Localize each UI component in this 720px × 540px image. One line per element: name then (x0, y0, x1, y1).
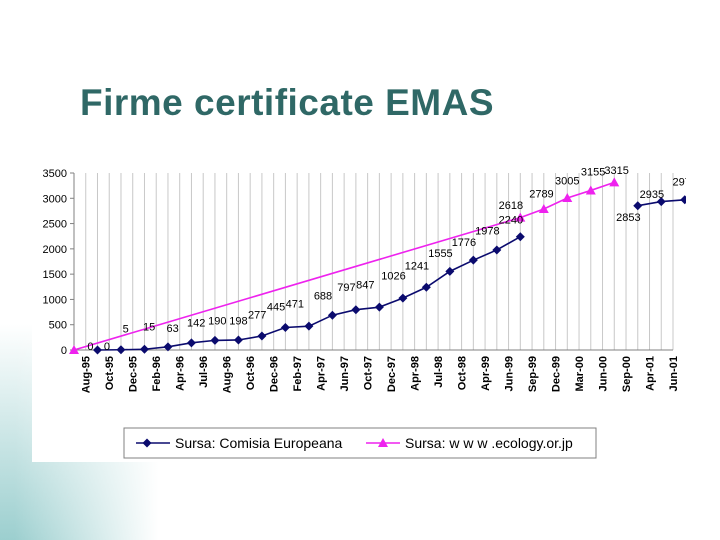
data-label: 1978 (475, 226, 499, 238)
series-comisia-point (186, 338, 196, 348)
data-label: 1026 (381, 271, 405, 283)
series-comisia-point (468, 255, 478, 265)
series-comisia-point (327, 310, 337, 320)
data-label: 2618 (499, 200, 523, 212)
data-label: 2853 (616, 212, 640, 224)
series-ecology-point (515, 212, 526, 222)
legend-label-comisia: Sursa: Comisia Europeana (175, 435, 343, 451)
x-tick-label: Apr-97 (316, 356, 328, 391)
series-comisia-point (421, 282, 431, 292)
series-comisia-point (257, 331, 267, 341)
x-tick-label: Oct-97 (363, 356, 375, 390)
series-comisia-point (92, 345, 102, 355)
series-ecology-line (73, 181, 615, 351)
slide-title: Firme certificate EMAS (80, 82, 495, 123)
data-label: 2789 (529, 188, 553, 200)
data-label: 2935 (640, 189, 664, 201)
y-tick-label: 3500 (43, 168, 67, 180)
series-comisia-point (656, 197, 666, 207)
y-tick-label: 0 (61, 345, 67, 357)
legend-marker-comisia (142, 438, 152, 448)
y-tick-label: 1500 (43, 269, 67, 281)
x-tick-label: Jun-97 (339, 356, 351, 391)
x-tick-label: Oct-96 (245, 356, 257, 390)
x-tick-label: Oct-95 (104, 356, 116, 390)
series-ecology-point (562, 193, 573, 203)
legend-label-ecology: Sursa: w w w .ecology.or.jp (405, 435, 573, 451)
series-comisia-point (233, 335, 243, 345)
y-tick-label: 500 (49, 320, 67, 332)
data-label: 797 (337, 282, 355, 294)
x-tick-label: Dec-95 (128, 356, 140, 392)
data-label: 0 (87, 341, 93, 353)
series-ecology-point (609, 177, 620, 187)
series-comisia-point (680, 195, 690, 205)
x-tick-label: Feb-96 (151, 356, 163, 391)
data-label: 471 (286, 299, 304, 311)
series-ecology-point (69, 345, 79, 354)
x-tick-label: Dec-96 (269, 356, 281, 392)
series-comisia-point (210, 335, 220, 345)
series-comisia-point (445, 266, 455, 276)
data-label: 445 (267, 302, 285, 314)
series-comisia-point (633, 201, 643, 211)
series-comisia-point (280, 322, 290, 332)
x-tick-label: Jun-99 (504, 356, 516, 391)
data-label: 142 (187, 318, 205, 330)
x-tick-label: Apr-01 (645, 356, 657, 391)
data-label: 3005 (555, 176, 579, 188)
data-label: 2970 (673, 177, 686, 189)
series-comisia-point (374, 302, 384, 312)
series-comisia-point (398, 293, 408, 303)
series-comisia-point (163, 342, 173, 352)
series-comisia-point (304, 321, 314, 331)
data-label: 190 (208, 316, 226, 328)
series-comisia-point (116, 345, 126, 355)
x-tick-label: Jul-98 (433, 356, 445, 388)
x-tick-label: Apr-99 (480, 356, 492, 391)
x-tick-label: Jun-00 (598, 356, 610, 391)
series-ecology-point (538, 203, 549, 213)
data-label: 3155 (581, 167, 605, 179)
data-label: 15 (143, 321, 155, 333)
x-tick-label: Dec-97 (386, 356, 398, 392)
data-label: 5 (123, 323, 129, 335)
chart-panel: 0 500 1000 1500 2000 2500 3000 3500 Aug-95 Oct-95… (32, 160, 720, 462)
data-label: 1241 (405, 261, 429, 273)
y-tick-label: 2500 (43, 219, 67, 231)
x-tick-label: Sep-99 (527, 356, 539, 392)
series-comisia-point (515, 232, 525, 242)
x-tick-label: Mar-00 (574, 356, 586, 391)
y-tick-label: 3000 (43, 193, 67, 205)
data-label: 1776 (452, 237, 476, 249)
x-tick-label: Jun-01 (668, 356, 680, 391)
data-label: 1555 (428, 248, 452, 260)
x-tick-label: Aug-95 (81, 356, 93, 393)
x-tick-label: Oct-98 (457, 356, 469, 390)
x-tick-label: Aug-96 (222, 356, 234, 393)
x-tick-label: Feb-97 (292, 356, 304, 391)
series-comisia-point (351, 305, 361, 315)
legend (123, 427, 597, 459)
x-tick-label: Apr-96 (175, 356, 187, 391)
data-label: 847 (356, 279, 374, 291)
data-label: 277 (248, 310, 266, 322)
series-comisia-point (492, 245, 502, 255)
x-tick-label: Dec-99 (551, 356, 563, 392)
legend-marker-ecology (378, 438, 388, 447)
data-label: 2240 (499, 215, 523, 227)
data-label: 198 (229, 316, 247, 328)
x-tick-label: Apr-98 (410, 356, 422, 391)
y-tick-label: 2000 (43, 244, 67, 256)
y-tick-label: 1000 (43, 294, 67, 306)
data-label: 63 (167, 323, 179, 335)
x-tick-label: Sep-00 (621, 356, 633, 392)
x-tick-label: Jul-96 (198, 356, 210, 388)
data-label: 688 (314, 290, 332, 302)
data-label: 3315 (604, 165, 628, 177)
series-comisia-point (139, 344, 149, 354)
series-ecology-point (585, 185, 596, 195)
data-label: 0 (104, 341, 110, 353)
